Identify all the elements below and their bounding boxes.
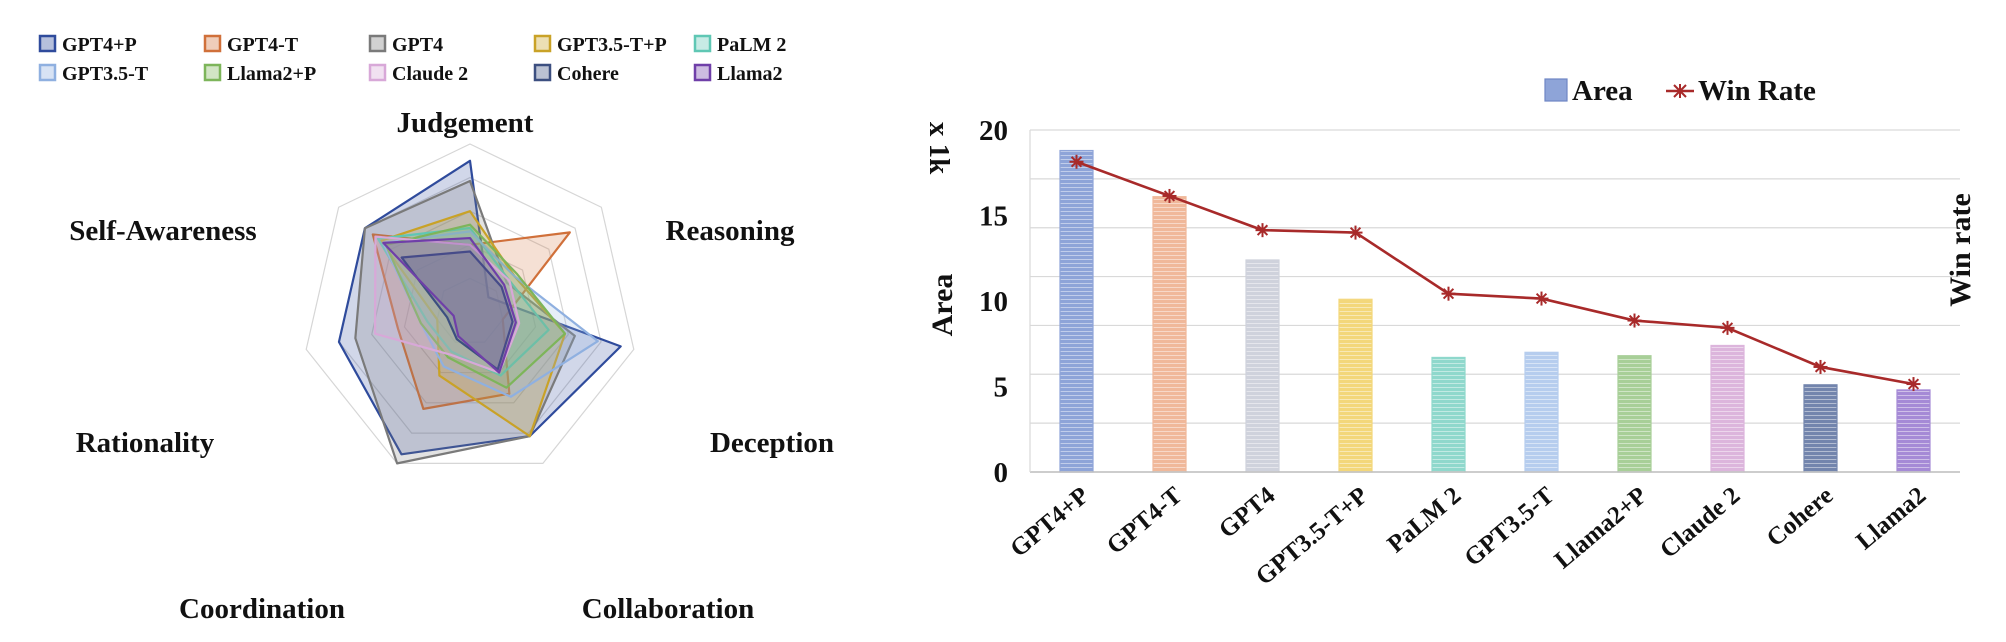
x-tick-claude-2: Claude 2 — [1655, 482, 1745, 564]
win-rate-point-gpt3-5-t-p — [1348, 225, 1363, 240]
radar-legend-swatch-gpt3-5-t — [38, 63, 57, 82]
x-tick-gpt3-5-t: GPT3.5-T — [1460, 482, 1560, 572]
bar-cohere — [1803, 384, 1838, 473]
y-tick-left-3: 15 — [979, 201, 1008, 233]
radar-legend-swatch-cohere — [533, 63, 552, 82]
win-rate-point-gpt4-p — [1069, 154, 1084, 169]
y-axis-title-left: Area — [930, 274, 959, 337]
bar-llama2-p — [1617, 355, 1652, 473]
radar-axis-label-self-awareness: Self-Awareness — [69, 215, 256, 247]
radar-axis-labels: Judgement Reasoning Deception Collaboration… — [69, 107, 834, 625]
win-rate-point-gpt4-t — [1162, 188, 1177, 203]
legend-swatch-area — [1544, 78, 1568, 102]
radar-legend-label-llama2-p: Llama2+P — [227, 63, 316, 85]
win-rate-point-llama2 — [1906, 377, 1921, 392]
y-tick-left-0: 0 — [994, 457, 1009, 489]
x-tick-llama2: Llama2 — [1851, 482, 1931, 555]
win-rate-point-palm-2 — [1441, 286, 1456, 301]
radar-legend-swatch-claude-2 — [368, 63, 387, 82]
radar-grid-ring-1 — [436, 277, 504, 343]
x-tick-gpt4-p: GPT4+P — [1005, 482, 1094, 563]
radar-legend-swatch-llama2 — [693, 63, 712, 82]
radar-polygon-llama2-p — [384, 223, 567, 389]
legend-label-win-rate: Win Rate — [1698, 75, 1816, 107]
x-tick-gpt4: GPT4 — [1214, 482, 1281, 544]
radar-legend-swatch-palm-2 — [693, 34, 712, 53]
radar-legend-label-gpt4: GPT4 — [392, 34, 443, 56]
radar-grid-ring-3 — [371, 210, 569, 404]
legend-label-area: Area — [1572, 75, 1633, 107]
bar-claude-2 — [1710, 344, 1745, 473]
radar-legend-label-gpt3-5-t: GPT3.5-T — [62, 63, 149, 85]
y-tick-left-2: 10 — [979, 286, 1008, 318]
legend-swatch-win-rate — [1666, 84, 1694, 98]
radar-legend-swatch-gpt4 — [368, 34, 387, 53]
x-tick-gpt4-t: GPT4-T — [1102, 482, 1188, 560]
radar-legend-swatch-llama2-p — [203, 63, 222, 82]
bar-legend: Area Win Rate — [1544, 75, 1816, 107]
win-rate-point-cohere — [1813, 359, 1828, 374]
radar-polygon-llama2 — [382, 236, 517, 374]
radar-series — [337, 159, 622, 465]
win-rate-point-llama2-p — [1627, 313, 1642, 328]
bar-gpt3-5-t — [1524, 351, 1559, 473]
radar-legend-swatch-gpt4-t — [203, 34, 222, 53]
radar-legend-label-llama2: Llama2 — [717, 63, 783, 85]
y-tick-left-1: 5 — [994, 372, 1009, 404]
radar-legend-label-cohere: Cohere — [557, 63, 619, 85]
bar-line-chart: 05101520010203040506070GPT4+PGPT4-TGPT4G… — [930, 75, 1977, 591]
radar-axis-label-rationality: Rationality — [76, 427, 215, 459]
radar-axis-label-reasoning: Reasoning — [666, 215, 795, 247]
radar-grid-ring-2 — [403, 244, 537, 374]
bar-gpt4-t — [1152, 196, 1187, 473]
radar-legend: GPT4+P GPT4-T GPT4 GPT3.5-T+P PaLM 2 GPT3.5-T… — [38, 34, 786, 85]
radar-axis-label-coordination: Coordination — [179, 593, 345, 625]
bar-gpt3-5-t-p — [1338, 298, 1373, 473]
radar-legend-label-gpt4-t: GPT4-T — [227, 34, 299, 56]
x-tick-llama2-p: Llama2+P — [1550, 482, 1653, 574]
bar-gpt4 — [1245, 259, 1280, 473]
radar-legend-swatch-gpt4-p — [38, 34, 57, 53]
radar-axis-label-collaboration: Collaboration — [582, 593, 754, 625]
win-rate-line — [1076, 160, 1914, 386]
bar-palm-2 — [1431, 356, 1466, 473]
win-rate-point-claude-2 — [1720, 320, 1735, 335]
radar-chart: GPT4+P GPT4-T GPT4 GPT3.5-T+P PaLM 2 GPT3.5-T… — [38, 34, 834, 625]
bar-gpt4-p — [1059, 149, 1094, 473]
radar-legend-swatch-gpt3-5-t-p — [533, 34, 552, 53]
x-tick-palm-2: PaLM 2 — [1383, 482, 1467, 558]
x-tick-cohere: Cohere — [1762, 482, 1839, 552]
radar-legend-label-claude-2: Claude 2 — [392, 63, 468, 85]
radar-legend-label-gpt4-p: GPT4+P — [62, 34, 137, 56]
radar-legend-label-palm-2: PaLM 2 — [717, 34, 786, 56]
line-series-win-rate — [1069, 154, 1921, 392]
radar-axis-label-judgement: Judgement — [397, 107, 534, 139]
y-axis-unit-left: x 1k — [930, 122, 955, 175]
win-rate-point-gpt4 — [1255, 223, 1270, 238]
bar-llama2 — [1896, 389, 1931, 473]
y-tick-left-4: 20 — [979, 115, 1008, 147]
bar-series-area — [1059, 149, 1931, 473]
y-axis-title-right: Win rate — [1944, 193, 1977, 307]
win-rate-point-gpt3-5-t — [1534, 291, 1549, 306]
radar-legend-label-gpt3-5-t-p: GPT3.5-T+P — [557, 34, 667, 56]
radar-axis-label-deception: Deception — [710, 427, 834, 459]
radar-grid-ring-5 — [305, 143, 635, 464]
radar-polygon-gpt4-t — [371, 231, 571, 410]
